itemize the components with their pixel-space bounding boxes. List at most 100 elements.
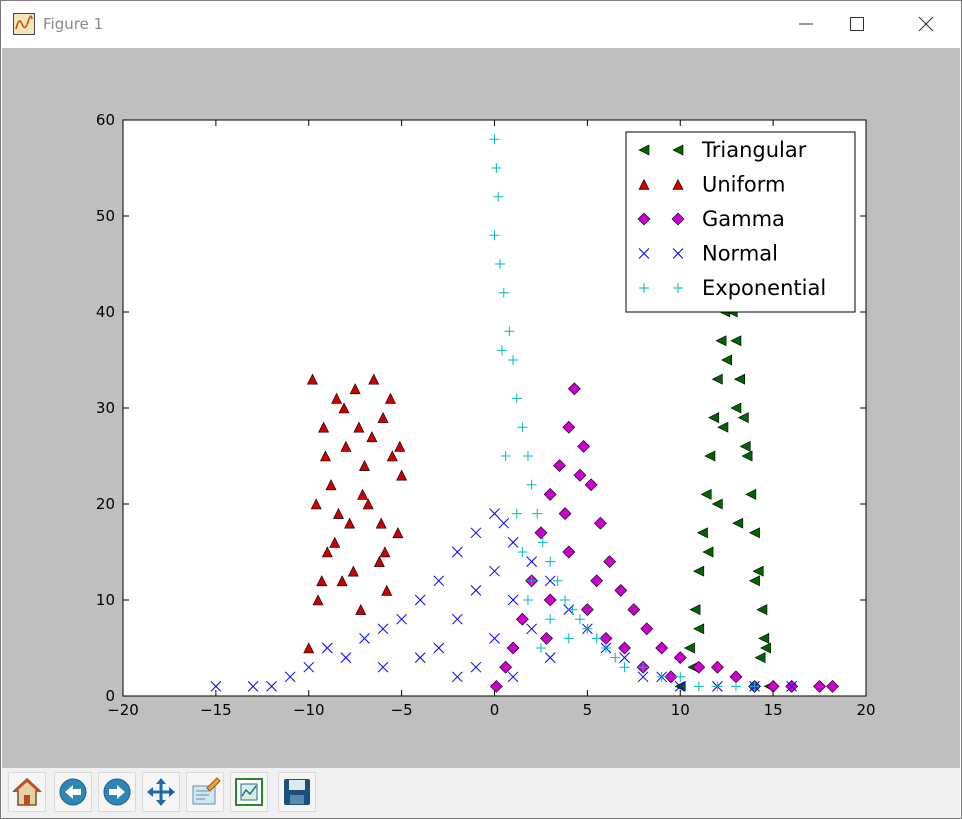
navigation-toolbar bbox=[2, 768, 960, 818]
data-point bbox=[321, 546, 333, 558]
legend-label: Gamma bbox=[702, 207, 785, 231]
data-point bbox=[730, 402, 742, 414]
data-point bbox=[340, 440, 352, 452]
data-point bbox=[673, 651, 687, 665]
back-button[interactable] bbox=[54, 772, 92, 812]
data-point bbox=[563, 633, 574, 644]
y-tick-label: 50 bbox=[96, 207, 115, 225]
move-icon bbox=[147, 778, 175, 806]
data-point bbox=[511, 393, 522, 404]
data-point bbox=[537, 537, 548, 548]
data-point bbox=[760, 642, 771, 654]
data-point bbox=[637, 671, 649, 683]
zoom-rect-icon bbox=[192, 777, 221, 805]
data-point bbox=[582, 623, 593, 634]
x-tick-label: −20 bbox=[107, 701, 139, 719]
x-tick-label: 0 bbox=[490, 701, 500, 719]
data-point bbox=[329, 536, 341, 548]
data-point bbox=[544, 575, 556, 587]
data-point bbox=[522, 451, 533, 461]
x-tick-label: −15 bbox=[200, 701, 232, 719]
data-point bbox=[498, 517, 510, 529]
data-point bbox=[357, 488, 369, 500]
data-point bbox=[491, 163, 502, 173]
data-point bbox=[813, 679, 826, 693]
data-point bbox=[692, 660, 706, 674]
data-point bbox=[489, 508, 500, 519]
data-point bbox=[377, 411, 389, 423]
data-point bbox=[700, 488, 712, 500]
data-point bbox=[470, 527, 482, 539]
data-point bbox=[347, 565, 359, 577]
series-uniform bbox=[303, 373, 408, 654]
x-tick-label: 5 bbox=[583, 701, 593, 719]
data-point bbox=[498, 287, 509, 298]
legend-marker bbox=[637, 212, 651, 226]
data-point bbox=[675, 671, 686, 682]
data-point bbox=[640, 622, 654, 636]
data-point bbox=[591, 633, 602, 644]
data-point bbox=[693, 623, 705, 635]
maximize-button[interactable] bbox=[834, 1, 880, 47]
forward-button[interactable] bbox=[98, 772, 136, 812]
data-point bbox=[210, 681, 222, 692]
window-title: Figure 1 bbox=[43, 15, 104, 33]
data-point bbox=[312, 594, 324, 606]
data-point bbox=[396, 613, 407, 625]
title-bar[interactable]: Figure 1 bbox=[1, 1, 961, 48]
data-point bbox=[507, 671, 519, 683]
y-tick-label: 40 bbox=[96, 303, 115, 321]
data-point bbox=[674, 681, 686, 692]
data-point bbox=[340, 652, 352, 663]
data-point bbox=[381, 584, 393, 596]
data-point bbox=[638, 662, 649, 673]
data-point bbox=[708, 412, 719, 424]
legend-marker bbox=[672, 178, 684, 190]
data-point bbox=[732, 517, 744, 529]
data-point bbox=[748, 575, 760, 587]
data-point bbox=[567, 382, 581, 396]
data-point bbox=[489, 633, 500, 644]
subplots-button[interactable] bbox=[230, 772, 268, 812]
data-point bbox=[489, 230, 500, 241]
data-point bbox=[500, 451, 511, 461]
data-point bbox=[618, 641, 631, 655]
data-point bbox=[331, 392, 343, 404]
data-point bbox=[711, 373, 723, 385]
figure-canvas[interactable]: −20 −15 −10 −5 0 5 10 15 20 0 10 20 30 40 50 60 Triangu… bbox=[2, 48, 960, 768]
back-arrow-icon bbox=[59, 778, 87, 806]
data-point bbox=[627, 603, 641, 617]
data-point bbox=[567, 604, 578, 615]
data-point bbox=[373, 555, 385, 567]
home-icon bbox=[12, 777, 42, 806]
home-button[interactable] bbox=[8, 772, 46, 812]
data-point bbox=[603, 555, 617, 569]
data-point bbox=[534, 526, 548, 540]
data-point bbox=[526, 575, 537, 586]
data-point bbox=[553, 459, 566, 473]
data-point bbox=[590, 574, 604, 588]
data-point bbox=[526, 479, 537, 490]
data-point bbox=[543, 487, 557, 501]
data-point bbox=[414, 594, 426, 606]
data-point bbox=[562, 420, 576, 434]
save-button[interactable] bbox=[278, 772, 316, 812]
data-point bbox=[558, 507, 572, 521]
data-point bbox=[754, 652, 766, 664]
legend-marker bbox=[671, 212, 685, 226]
data-point bbox=[358, 459, 370, 471]
forward-arrow-icon bbox=[103, 778, 131, 806]
zoom-button[interactable] bbox=[186, 772, 224, 812]
data-point bbox=[739, 440, 751, 452]
data-point bbox=[734, 373, 745, 385]
data-point bbox=[303, 661, 315, 673]
data-point bbox=[543, 593, 557, 607]
data-point bbox=[619, 652, 630, 663]
legend-marker bbox=[673, 283, 683, 293]
minimize-button[interactable] bbox=[783, 1, 829, 47]
legend: Triangular Uniform Gamma Normal Exponential bbox=[625, 131, 856, 313]
legend-marker bbox=[638, 248, 650, 259]
close-button[interactable] bbox=[903, 1, 949, 47]
data-point bbox=[683, 642, 695, 654]
pan-button[interactable] bbox=[142, 772, 180, 812]
